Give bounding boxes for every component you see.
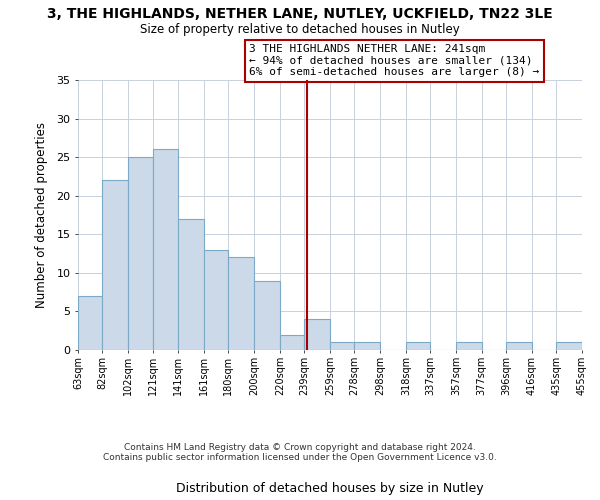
Bar — [204, 250, 229, 350]
Bar — [254, 280, 280, 350]
Bar — [78, 296, 103, 350]
Bar — [128, 157, 152, 350]
Text: Contains HM Land Registry data © Crown copyright and database right 2024.: Contains HM Land Registry data © Crown c… — [124, 442, 476, 452]
Bar — [152, 150, 178, 350]
Bar — [304, 319, 330, 350]
Bar — [280, 334, 304, 350]
Bar — [355, 342, 380, 350]
Bar — [406, 342, 430, 350]
Text: 3 THE HIGHLANDS NETHER LANE: 241sqm
← 94% of detached houses are smaller (134)
6: 3 THE HIGHLANDS NETHER LANE: 241sqm ← 94… — [250, 44, 539, 78]
Text: Contains public sector information licensed under the Open Government Licence v3: Contains public sector information licen… — [103, 452, 497, 462]
Text: 3, THE HIGHLANDS, NETHER LANE, NUTLEY, UCKFIELD, TN22 3LE: 3, THE HIGHLANDS, NETHER LANE, NUTLEY, U… — [47, 8, 553, 22]
Bar — [556, 342, 582, 350]
Text: Distribution of detached houses by size in Nutley: Distribution of detached houses by size … — [176, 482, 484, 495]
Bar — [229, 258, 254, 350]
Y-axis label: Number of detached properties: Number of detached properties — [35, 122, 48, 308]
Text: Size of property relative to detached houses in Nutley: Size of property relative to detached ho… — [140, 22, 460, 36]
Bar — [330, 342, 355, 350]
Bar — [506, 342, 532, 350]
Bar — [103, 180, 128, 350]
Bar — [178, 219, 204, 350]
Bar — [456, 342, 482, 350]
